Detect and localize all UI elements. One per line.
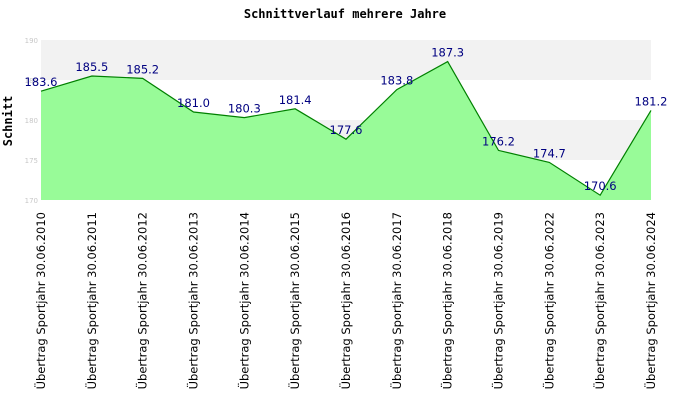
data-label: 183.6 bbox=[25, 75, 58, 89]
x-tick-label: Übertrag Sportjahr 30.06.2017 bbox=[388, 212, 404, 389]
x-tick-label: Übertrag Sportjahr 30.06.2012 bbox=[134, 212, 150, 389]
y-axis-ticks: 170 175 180 185 190 bbox=[25, 37, 38, 205]
data-label: 185.2 bbox=[126, 62, 159, 76]
data-label: 183.8 bbox=[380, 74, 413, 88]
y-tick-label: 180 bbox=[25, 117, 38, 125]
data-label: 181.4 bbox=[279, 93, 312, 107]
x-axis-ticks: Übertrag Sportjahr 30.06.2010 Übertrag Sp… bbox=[32, 212, 658, 389]
y-axis-label: Schnitt bbox=[1, 96, 15, 147]
x-tick-label: Übertrag Sportjahr 30.06.2019 bbox=[490, 212, 506, 389]
x-tick-label: Übertrag Sportjahr 30.06.2018 bbox=[439, 212, 455, 389]
data-label: 176.2 bbox=[482, 134, 515, 148]
y-tick-label: 170 bbox=[25, 197, 38, 205]
data-label: 185.5 bbox=[75, 60, 108, 74]
data-line bbox=[40, 60, 652, 197]
data-label: 174.7 bbox=[533, 146, 566, 160]
x-tick-label: Übertrag Sportjahr 30.06.2014 bbox=[235, 212, 251, 389]
data-label: 187.3 bbox=[431, 46, 464, 60]
x-tick-label: Übertrag Sportjahr 30.06.2011 bbox=[83, 212, 99, 389]
x-tick-label: Übertrag Sportjahr 30.06.2023 bbox=[591, 212, 607, 389]
x-tick-label: Übertrag Sportjahr 30.06.2010 bbox=[32, 212, 48, 389]
x-tick-label: Übertrag Sportjahr 30.06.2022 bbox=[540, 212, 556, 389]
x-tick-label: Übertrag Sportjahr 30.06.2024 bbox=[642, 212, 658, 389]
y-tick-label: 185 bbox=[25, 77, 38, 85]
grid-band bbox=[41, 40, 651, 80]
data-label: 181.2 bbox=[635, 94, 668, 108]
data-label: 177.6 bbox=[330, 123, 363, 137]
y-tick-label: 190 bbox=[25, 37, 38, 45]
x-tick-label: Übertrag Sportjahr 30.06.2016 bbox=[337, 212, 353, 389]
data-label: 170.6 bbox=[584, 179, 617, 193]
data-labels: 183.6 185.5 185.2 181.0 180.3 181.4 177.6 183.8… bbox=[25, 46, 668, 194]
data-label: 181.0 bbox=[177, 96, 210, 110]
data-area bbox=[41, 61, 651, 200]
chart-title: Schnittverlauf mehrere Jahre bbox=[244, 7, 446, 21]
data-label: 180.3 bbox=[228, 102, 261, 116]
x-tick-label: Übertrag Sportjahr 30.06.2015 bbox=[286, 212, 302, 389]
y-tick-label: 175 bbox=[25, 157, 38, 165]
x-tick-label: Übertrag Sportjahr 30.06.2013 bbox=[185, 212, 201, 389]
